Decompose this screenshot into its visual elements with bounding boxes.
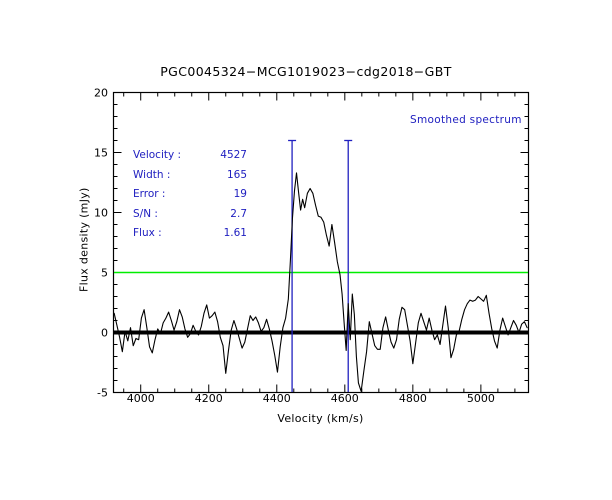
param-value-error: 19 <box>233 188 247 200</box>
spectrum-trace <box>113 172 528 392</box>
y-axis-label: Flux density (mJy) <box>77 187 91 293</box>
param-value-width: 165 <box>226 168 247 181</box>
page-title: PGC0045324−MCG1019023−cdg2018−GBT <box>160 64 452 79</box>
y-tick-label: 0 <box>101 326 108 339</box>
x-tick-label: 4400 <box>262 392 291 405</box>
x-axis-label: Velocity (km/s) <box>277 412 364 425</box>
y-tick-label: 15 <box>94 146 108 159</box>
param-label-snr: S/N : <box>133 207 158 220</box>
param-label-width: Width : <box>133 168 171 181</box>
y-tick-label: 20 <box>94 86 108 99</box>
x-tick-label: 4200 <box>194 392 223 405</box>
param-label-flux: Flux : <box>133 227 162 239</box>
velocity-markers <box>288 139 353 392</box>
y-tick-label: 10 <box>94 206 108 219</box>
param-value-snr: 2.7 <box>230 207 247 220</box>
x-tick-label: 5000 <box>466 392 495 405</box>
axes-frame <box>112 91 530 394</box>
x-tick-label: 4000 <box>126 392 155 405</box>
y-tick-label: -5 <box>97 386 108 399</box>
tick-marks <box>113 92 529 393</box>
param-value-velocity: 4527 <box>220 149 247 161</box>
y-tick-label: 5 <box>101 266 108 279</box>
x-tick-label: 4800 <box>398 392 427 405</box>
param-label-velocity: Velocity : <box>133 149 182 161</box>
smoothed-spectrum-note: Smoothed spectrum <box>410 114 522 126</box>
param-label-error: Error : <box>133 188 166 200</box>
reference-lines <box>114 271 528 335</box>
param-value-flux: 1.61 <box>223 227 247 239</box>
x-tick-label: 4600 <box>330 392 359 405</box>
